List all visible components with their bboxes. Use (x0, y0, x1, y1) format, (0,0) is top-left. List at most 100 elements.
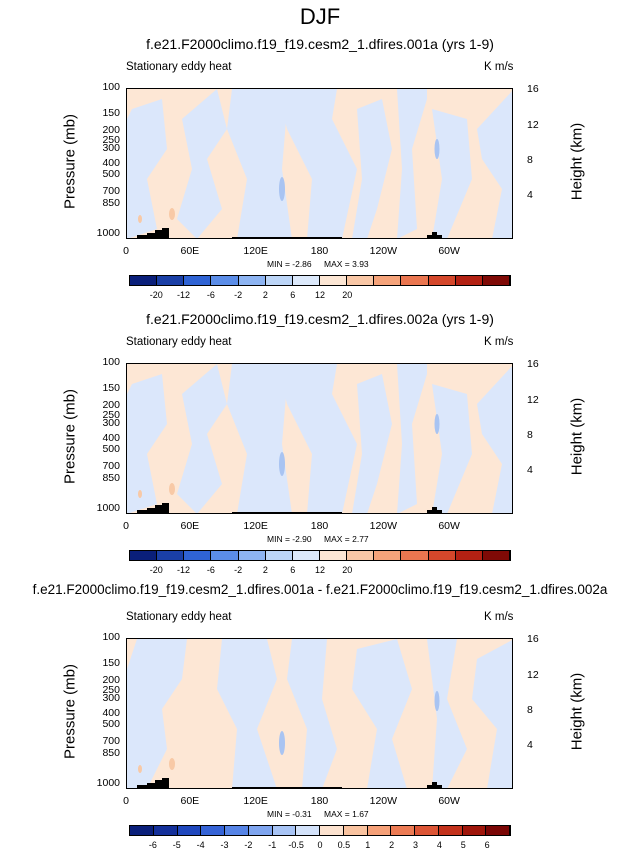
colorbar-swatch (367, 826, 392, 835)
colorbar-tick-label: 6 (290, 565, 296, 575)
y-tick-label: 1000 (96, 227, 120, 240)
field-negative-region (277, 89, 357, 238)
max-label: MAX = 3.93 (324, 259, 369, 269)
x-tick-label: 60W (438, 245, 460, 257)
x-tick-label: 60W (438, 520, 460, 532)
colorbar-swatch (320, 826, 344, 835)
colorbar (129, 825, 511, 836)
topography-asia (137, 228, 169, 238)
y-tick-label: 400 (102, 706, 120, 719)
colorbar-tick-label: -5 (172, 840, 181, 850)
field-negative-region (397, 364, 427, 513)
colorbar-tick-label: -20 (149, 290, 163, 300)
heatmap-plot (126, 363, 513, 514)
field-label: Stationary eddy heat (126, 611, 232, 623)
field-negative-region (397, 89, 427, 238)
y-tick-label: 200 (102, 674, 120, 687)
colorbar-tick-label: -6 (148, 840, 157, 850)
field-label: Stationary eddy heat (126, 61, 232, 73)
colorbar-tick-label: -0.5 (288, 840, 304, 850)
x-tick-label: 60E (180, 520, 200, 532)
field-negative-core (279, 731, 285, 755)
field-negative-region (127, 374, 167, 513)
y-right-tick-label: 8 (527, 429, 533, 442)
colorbar-tick-label: 5 (460, 840, 466, 850)
x-tick-label: 60E (180, 795, 200, 807)
field-negative-core (434, 691, 440, 711)
field-negative-core (279, 177, 285, 201)
field-positive-core (138, 490, 142, 498)
colorbar-tick-label: 4 (436, 840, 442, 850)
colorbar-tick-label: 6 (290, 290, 296, 300)
y-right-tick-label: 4 (527, 464, 533, 477)
heatmap-plot (126, 88, 513, 239)
colorbar-tick-label: -3 (220, 840, 229, 850)
topography-pacific (232, 787, 342, 788)
y-tick-label: 300 (102, 417, 120, 430)
colorbar-swatch (347, 551, 375, 560)
y-right-tick-label: 4 (527, 189, 533, 202)
heatmap-field (127, 89, 512, 238)
panel-title: f.e21.F2000climo.f19_f19.cesm2_1.dfires.… (32, 582, 608, 597)
y-tick-label: 500 (102, 717, 120, 730)
colorbar-swatch (455, 551, 483, 560)
y-tick-label: 700 (102, 185, 120, 198)
field-positive-core (138, 215, 142, 223)
colorbar-swatch (265, 276, 293, 285)
colorbar-swatch (184, 276, 212, 285)
colorbar (129, 550, 511, 561)
colorbar-swatch (211, 551, 239, 560)
colorbar-swatch (401, 276, 429, 285)
colorbar-swatch (292, 551, 320, 560)
colorbar-swatch (482, 276, 510, 285)
topography-andes (427, 507, 442, 513)
field-positive-core (138, 765, 142, 773)
y-tick-label: 850 (102, 746, 120, 759)
field-negative-region (352, 99, 392, 238)
field-negative-region (177, 364, 227, 513)
topography-pacific (232, 512, 342, 513)
y-tick-label: 1000 (96, 502, 120, 515)
topography-pacific (232, 237, 342, 238)
y-tick-label: 700 (102, 460, 120, 473)
field-label: Stationary eddy heat (126, 336, 232, 348)
colorbar-swatch (157, 551, 185, 560)
y-tick-label: 850 (102, 196, 120, 209)
x-tick-label: 120W (369, 520, 398, 532)
y-tick-label: 150 (102, 381, 120, 394)
colorbar-swatch (319, 551, 348, 560)
colorbar-tick-label: 20 (342, 565, 353, 575)
colorbar-tick-label: -6 (206, 290, 215, 300)
y-axis-label-right: Height (km) (568, 672, 586, 751)
y-tick-label: 200 (102, 399, 120, 412)
colorbar-swatch (428, 551, 456, 560)
y-tick-label: 300 (102, 692, 120, 705)
field-negative-region (127, 639, 187, 788)
x-tick-label: 120E (243, 795, 268, 807)
units-label: K m/s (484, 61, 514, 73)
field-negative-region (227, 364, 292, 513)
colorbar-swatch (272, 826, 297, 835)
y-right-tick-label: 12 (527, 393, 539, 406)
y-axis-label-right: Height (km) (568, 122, 586, 201)
x-tick-label: 60W (438, 795, 460, 807)
x-tick-label: 180 (310, 245, 329, 257)
panel-title: f.e21.F2000climo.f19_f19.cesm2_1.dfires.… (146, 36, 494, 52)
x-tick-label: 120E (243, 245, 268, 257)
heatmap-field (127, 364, 512, 513)
y-axis-label: Pressure (mb) (61, 388, 79, 485)
topography-asia (137, 778, 169, 788)
x-tick-label: 0 (123, 795, 129, 807)
y-tick-label: 850 (102, 471, 120, 484)
colorbar-swatch (211, 276, 239, 285)
colorbar-tick-label: -20 (149, 565, 163, 575)
min-label: MIN = -2.86 (267, 259, 312, 269)
heatmap-field (127, 639, 512, 788)
colorbar-swatch (428, 276, 456, 285)
colorbar-swatch (153, 826, 178, 835)
y-right-tick-label: 4 (527, 739, 533, 752)
units-label: K m/s (484, 611, 514, 623)
field-negative-core (434, 414, 440, 434)
y-tick-label: 400 (102, 431, 120, 444)
units-label: K m/s (484, 336, 514, 348)
